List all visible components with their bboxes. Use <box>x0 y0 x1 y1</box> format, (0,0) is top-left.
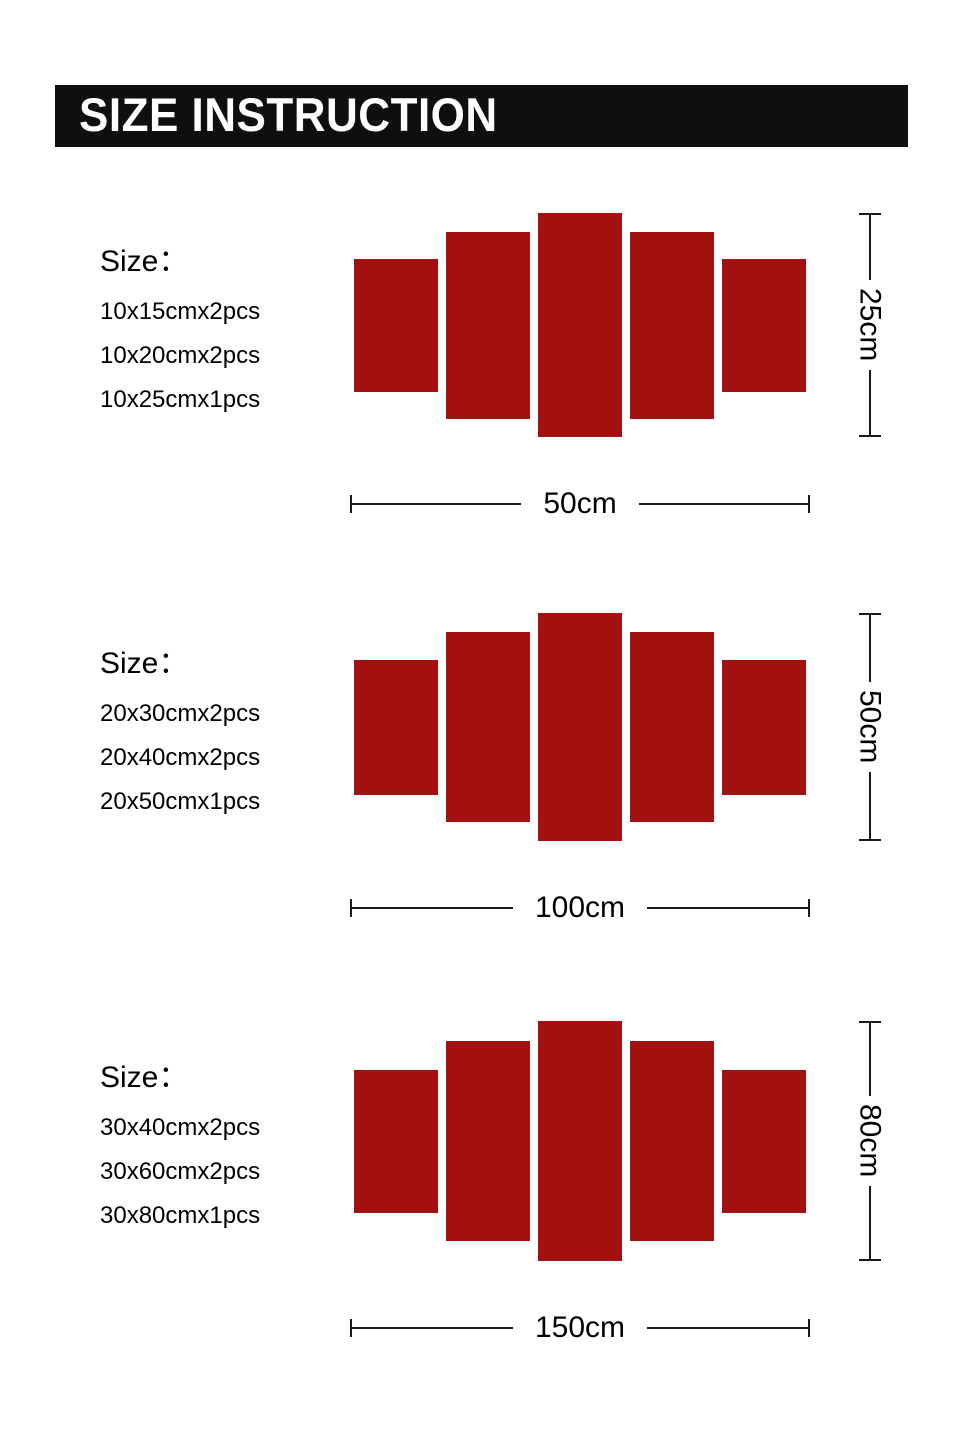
width-label: 50cm <box>543 487 617 520</box>
canvas-panel-mid-left <box>446 632 530 822</box>
dimension-line <box>868 771 871 840</box>
size-info: Size： 30x40cmx2pcs 30x60cmx2pcs 30x80cmx… <box>0 1052 350 1230</box>
piece-size: 20x50cmx1pcs <box>100 788 261 815</box>
size-section-medium: Size： 20x30cmx2pcs 20x40cmx2pcs 20x50cmx… <box>0 613 959 925</box>
dimension-cap <box>858 613 881 615</box>
dimension-line <box>352 503 522 505</box>
canvas-panel-outer-right <box>722 1069 806 1213</box>
size-section-small: Size： 10x15cmx2pcs 10x20cmx2pcs 10x25cmx… <box>0 213 959 521</box>
dimension-line <box>638 503 809 505</box>
dimension-cap <box>808 899 811 917</box>
height-label: 80cm <box>853 1104 887 1178</box>
dimension-cap <box>858 213 881 215</box>
size-label: Size： <box>100 1061 189 1094</box>
canvas-panels <box>350 213 810 437</box>
canvas-panel-mid-left <box>446 1041 530 1241</box>
height-dimension: 50cm <box>853 613 887 842</box>
piece-size: 30x40cmx2pcs <box>100 1114 261 1141</box>
dimension-cap <box>350 495 352 513</box>
canvas-panel-outer-left <box>354 258 438 392</box>
canvas-panels <box>350 1021 810 1261</box>
width-label: 150cm <box>534 1311 626 1344</box>
canvas-panel-mid-right <box>630 231 714 419</box>
canvas-panel-center <box>538 613 622 841</box>
dimension-line <box>647 1327 809 1329</box>
piece-size: 10x20cmx2pcs <box>100 342 261 369</box>
height-dimension: 25cm <box>853 213 887 438</box>
piece-size: 10x25cmx1pcs <box>100 386 261 413</box>
dimension-cap <box>858 1259 881 1262</box>
width-label: 100cm <box>534 891 626 924</box>
size-section-large: Size： 30x40cmx2pcs 30x60cmx2pcs 30x80cmx… <box>0 1021 959 1345</box>
dimension-line <box>868 215 871 281</box>
width-dimension: 50cm <box>350 487 811 521</box>
size-label: Size： <box>100 647 189 680</box>
header-bar: SIZE INSTRUCTION <box>55 85 908 147</box>
dimension-line <box>868 615 871 683</box>
canvas-panel-center <box>538 1021 622 1261</box>
dimension-line <box>868 1185 871 1260</box>
dimension-cap <box>808 495 811 513</box>
dimension-cap <box>858 1021 881 1023</box>
dimension-cap <box>858 435 881 438</box>
canvas-panel-center <box>538 213 622 437</box>
piece-size: 30x80cmx1pcs <box>100 1202 261 1229</box>
size-label: Size： <box>100 245 189 278</box>
dimension-cap <box>350 1319 352 1337</box>
size-info: Size： 10x15cmx2pcs 10x20cmx2pcs 10x25cmx… <box>0 236 350 414</box>
size-info: Size： 20x30cmx2pcs 20x40cmx2pcs 20x50cmx… <box>0 638 350 816</box>
canvas-panels <box>350 613 810 841</box>
width-dimension: 100cm <box>350 891 811 925</box>
dimension-line <box>868 1023 871 1097</box>
dimension-line <box>647 907 809 909</box>
canvas-panel-mid-right <box>630 1041 714 1241</box>
dimension-cap <box>808 1319 811 1337</box>
dimension-cap <box>350 899 352 917</box>
canvas-panel-outer-right <box>722 258 806 392</box>
canvas-panel-outer-right <box>722 659 806 795</box>
dimension-line <box>352 907 513 909</box>
dimension-line <box>868 369 871 436</box>
piece-size: 20x30cmx2pcs <box>100 700 261 727</box>
canvas-panel-outer-left <box>354 1069 438 1213</box>
canvas-panel-mid-right <box>630 632 714 822</box>
height-dimension: 80cm <box>853 1021 887 1262</box>
page-title: SIZE INSTRUCTION <box>79 89 498 142</box>
height-label: 50cm <box>853 690 887 764</box>
width-dimension: 150cm <box>350 1311 811 1345</box>
canvas-panel-mid-left <box>446 231 530 419</box>
piece-size: 30x60cmx2pcs <box>100 1158 261 1185</box>
height-label: 25cm <box>853 288 887 362</box>
dimension-line <box>352 1327 513 1329</box>
piece-size: 20x40cmx2pcs <box>100 744 261 771</box>
canvas-panel-outer-left <box>354 659 438 795</box>
dimension-cap <box>858 839 881 842</box>
piece-size: 10x15cmx2pcs <box>100 298 261 325</box>
